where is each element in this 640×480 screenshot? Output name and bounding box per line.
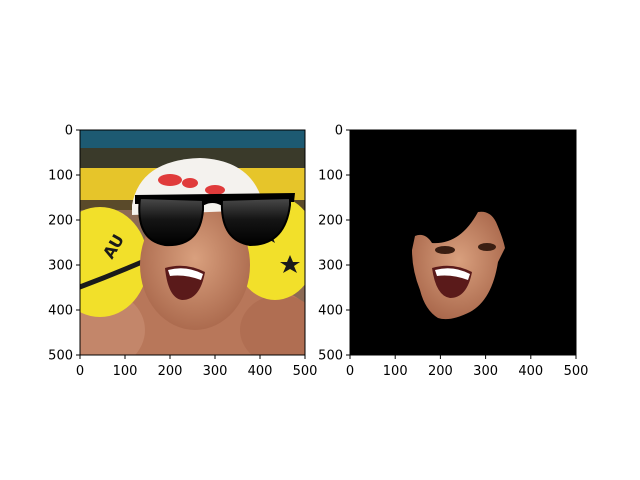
right-xtick-label: 200	[428, 364, 453, 379]
masked-face	[412, 211, 505, 320]
left-xtick-label: 0	[76, 364, 84, 379]
right-xtick-label: 400	[518, 364, 543, 379]
left-xtick-label: 200	[158, 364, 183, 379]
left-xtick-label: 500	[293, 364, 318, 379]
swimmer-photo: AU	[80, 130, 305, 355]
left-ytick-label: 500	[48, 349, 73, 364]
face-mask-image	[350, 130, 576, 355]
right-ytick-label: 0	[335, 124, 343, 139]
right-ytick-label: 500	[318, 349, 343, 364]
right-ytick-label: 400	[318, 304, 343, 319]
left-xtick-label: 400	[248, 364, 273, 379]
right-xtick-label: 300	[473, 364, 498, 379]
left-ytick-label: 400	[48, 304, 73, 319]
right-xtick-label: 0	[346, 364, 354, 379]
right-xtick-label: 100	[383, 364, 408, 379]
sunglasses-overlay	[135, 193, 295, 247]
right-xtick-label: 500	[564, 364, 589, 379]
right-axes-frame	[349, 129, 577, 356]
left-yellow-cap	[80, 207, 148, 317]
right-ytick-label: 200	[318, 214, 343, 229]
right-ytick-label: 300	[318, 259, 343, 274]
left-xtick-label: 300	[203, 364, 228, 379]
left-ytick-label: 0	[65, 124, 73, 139]
left-ytick-label: 200	[48, 214, 73, 229]
left-ytick-label: 100	[48, 169, 73, 184]
left-axes-frame	[79, 129, 306, 356]
left-ytick-label: 300	[48, 259, 73, 274]
right-ytick-label: 100	[318, 169, 343, 184]
left-xtick-label: 100	[113, 364, 138, 379]
